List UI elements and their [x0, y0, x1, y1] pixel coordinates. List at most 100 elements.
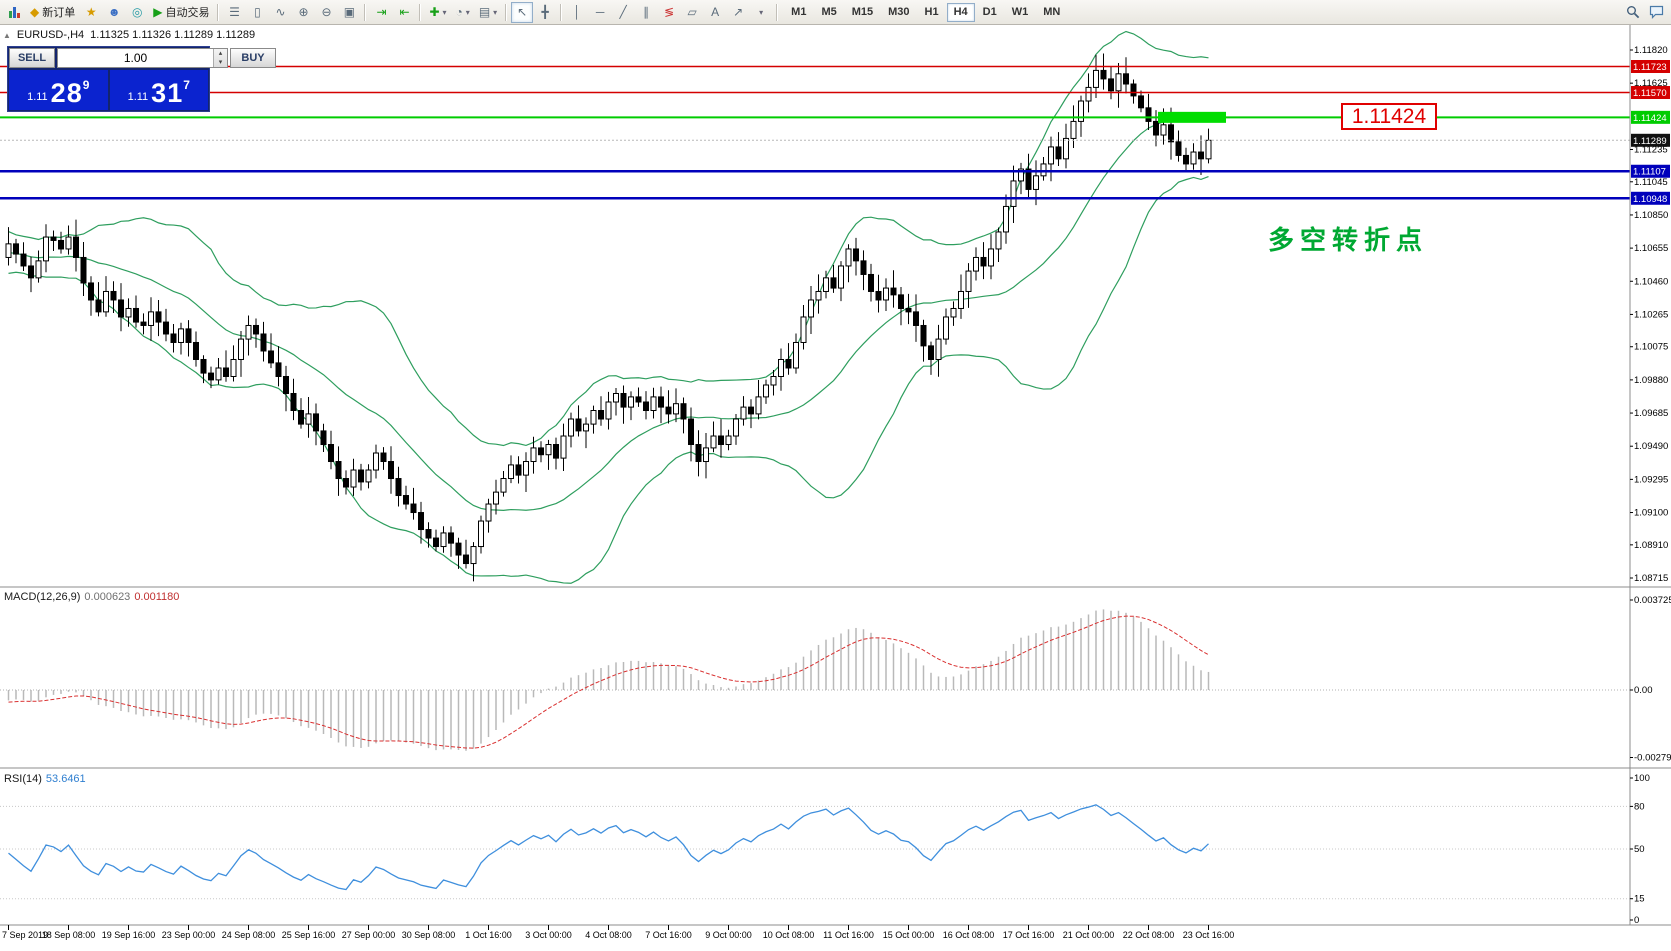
timeframe-button-h1[interactable]: H1: [918, 3, 946, 22]
chart-shift-button[interactable]: ⇤: [393, 2, 415, 23]
sell-button[interactable]: SELL: [9, 48, 55, 68]
bar-chart-button[interactable]: ☰: [223, 2, 245, 23]
zoom-out-button[interactable]: ⊖: [315, 2, 337, 23]
ohlc-readout: 1.11325 1.11326 1.11289 1.11289: [90, 29, 256, 41]
candle-body: [155, 311, 162, 323]
candle-body: [193, 341, 199, 360]
svg-text:1.11570: 1.11570: [1633, 88, 1667, 99]
timeframe-button-m1[interactable]: M1: [784, 3, 813, 22]
fibonacci-button[interactable]: ≶: [658, 2, 680, 23]
svg-text:1.11107: 1.11107: [1633, 167, 1666, 178]
rsi-tick-label: 100: [1634, 773, 1650, 784]
candle-body: [673, 403, 679, 415]
objects-dropdown-button[interactable]: ▾: [750, 2, 772, 23]
candle-body: [455, 542, 462, 556]
candle-body: [560, 435, 567, 459]
candle-body: [215, 367, 222, 381]
lot-decrease-button[interactable]: ▾: [218, 59, 223, 66]
toolbar-separator: [364, 3, 367, 21]
tile-windows-icon: ▣: [343, 5, 356, 19]
time-tick-label: 11 Oct 16:00: [823, 930, 874, 940]
price-scale[interactable]: 1.11820 1.11625 1.11235 1.11045 1.10850 1.106…: [1630, 45, 1671, 926]
candle-body: [1018, 168, 1024, 182]
candle-body: [523, 461, 529, 476]
vertical-line-button[interactable]: │: [566, 2, 588, 23]
trendline-icon: ╱: [619, 5, 627, 19]
timeframe-button-m15[interactable]: M15: [845, 3, 880, 22]
turning-point-annotation[interactable]: 多空转折点: [1268, 225, 1429, 255]
crosshair-button[interactable]: ╋: [534, 2, 556, 23]
candle-body: [28, 265, 34, 279]
price-tick-label: 1.10460: [1634, 276, 1668, 287]
timeframe-button-d1[interactable]: D1: [976, 3, 1004, 22]
timeframe-button-m30[interactable]: M30: [881, 3, 916, 22]
favorites-icon: ★: [85, 5, 97, 19]
timeframe-button-mn[interactable]: MN: [1036, 3, 1067, 22]
candle-body: [500, 478, 507, 493]
indicators-button[interactable]: ✚ ▾: [425, 2, 450, 23]
candle-body: [1168, 124, 1174, 143]
accounts-button[interactable]: ☻: [103, 2, 125, 23]
candle-body: [755, 396, 762, 415]
channel-button[interactable]: ∥: [635, 2, 657, 23]
candle-body: [185, 328, 192, 343]
candle-body: [1078, 100, 1084, 122]
app-chart-button[interactable]: [3, 2, 25, 23]
search-button[interactable]: [1622, 2, 1644, 23]
fibonacci-icon: ≶: [664, 5, 675, 19]
line-highlight-segment[interactable]: [1158, 111, 1226, 123]
candle-body: [823, 277, 829, 292]
zoom-out-icon: ⊖: [321, 5, 332, 19]
sell-price-big: 28: [50, 78, 83, 108]
timeframe-button-w1[interactable]: W1: [1005, 3, 1036, 22]
sell-price-display[interactable]: 1.11 28 9: [9, 70, 108, 110]
text-button[interactable]: A: [704, 2, 726, 23]
bid-price-tag: 1.11289: [1631, 133, 1670, 147]
lot-size-input[interactable]: [58, 49, 213, 67]
web-terminal-button[interactable]: ◎: [126, 2, 148, 23]
cursor-button[interactable]: ↖: [511, 1, 534, 23]
candle-body: [1138, 95, 1144, 109]
price-tick-label: 1.11045: [1634, 177, 1668, 188]
candle-body: [1025, 168, 1032, 190]
autotrading-button[interactable]: ▶ 自动交易: [149, 2, 213, 23]
candle-body: [965, 270, 972, 292]
price-tick-label: 1.11235: [1634, 144, 1668, 155]
auto-scroll-button[interactable]: ⇥: [370, 2, 392, 23]
favorites-button[interactable]: ★: [80, 2, 102, 23]
lot-increase-button[interactable]: ▴: [218, 50, 223, 57]
trendline-button[interactable]: ╱: [612, 2, 634, 23]
channel-icon: ∥: [643, 5, 650, 19]
candle-body: [163, 321, 169, 335]
horizontal-line-button[interactable]: ─: [589, 2, 611, 23]
chat-button[interactable]: [1645, 2, 1668, 23]
candle-body: [875, 290, 882, 301]
timeframe-button-m5[interactable]: M5: [814, 3, 843, 22]
candlestick-chart-button[interactable]: ▯: [246, 2, 268, 23]
buy-button[interactable]: BUY: [230, 48, 276, 68]
time-tick-label: 7 Sep 2019: [2, 930, 48, 940]
price-callout-box[interactable]: 1.11424: [1341, 103, 1437, 130]
timeframe-button-h4[interactable]: H4: [946, 2, 975, 22]
candle-body: [628, 396, 634, 408]
new-order-button[interactable]: ◆ 新订单: [26, 2, 79, 23]
price-tick-label: 1.09490: [1634, 441, 1668, 452]
zoom-in-button[interactable]: ⊕: [292, 2, 314, 23]
indicators-add-icon: ✚: [429, 5, 440, 19]
line-chart-button[interactable]: ∿: [269, 2, 291, 23]
candle-body: [305, 413, 312, 425]
candle-body: [253, 324, 259, 335]
candle-body: [238, 338, 244, 360]
candle-body: [388, 461, 394, 480]
arrow-label-button[interactable]: ↗: [727, 2, 749, 23]
candle-body: [350, 469, 357, 488]
tile-windows-button[interactable]: ▣: [338, 2, 360, 23]
candle-body: [905, 307, 912, 313]
templates-button[interactable]: ▤ ▾: [475, 2, 501, 23]
candle-body: [868, 273, 874, 292]
shapes-button[interactable]: ▱: [681, 2, 703, 23]
buy-price-display[interactable]: 1.11 31 7: [109, 70, 208, 110]
periods-button[interactable]: ◔ ▾: [452, 2, 474, 23]
